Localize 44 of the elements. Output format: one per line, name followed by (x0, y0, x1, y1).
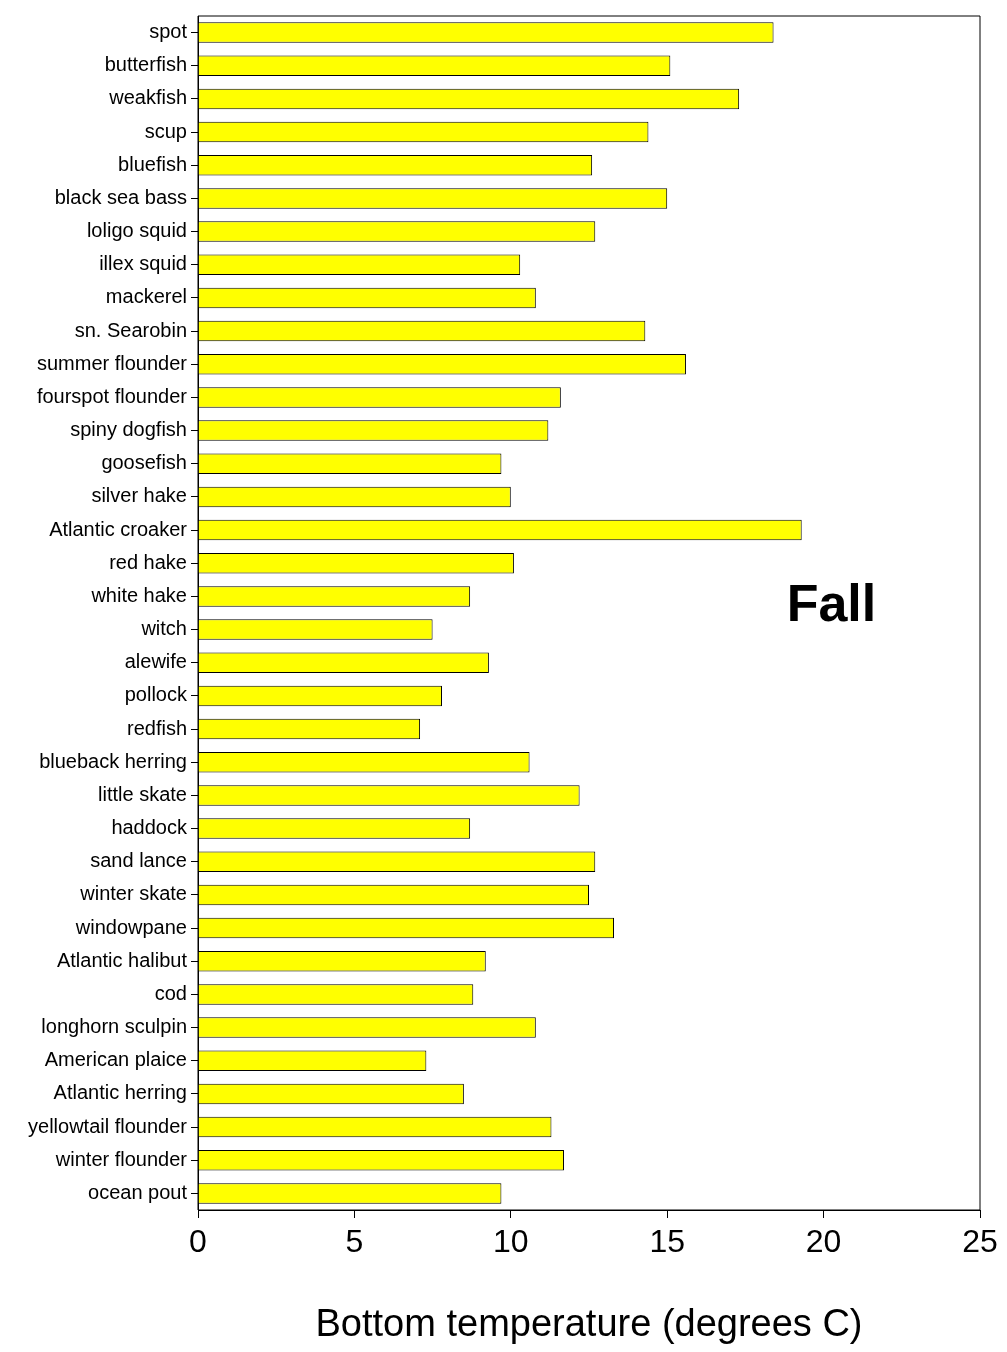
y-tick-label: blueback herring (39, 749, 187, 772)
y-tick-label: redfish (126, 716, 187, 739)
y-tick-label: winter flounder (54, 1147, 188, 1170)
y-tick-label: longhorn sculpin (41, 1015, 187, 1038)
y-tick-label: black sea bass (54, 185, 187, 208)
y-tick-label: spot (149, 20, 188, 43)
annotation: Fall (786, 574, 877, 633)
y-tick-label: haddock (111, 816, 188, 839)
y-tick-label: Atlantic halibut (56, 948, 188, 971)
x-tick-label: 15 (649, 1223, 685, 1260)
y-tick-label: sn. Searobin (74, 318, 187, 341)
y-tick-label: illex squid (99, 252, 187, 275)
y-tick-label: American plaice (44, 1048, 187, 1071)
y-tick-label: witch (140, 617, 187, 640)
y-tick-label: fourspot flounder (36, 384, 188, 407)
y-tick-label: summer flounder (36, 351, 188, 374)
x-tick-label: 5 (345, 1223, 364, 1260)
y-tick-label: weakfish (108, 86, 187, 109)
y-tick-label: silver hake (91, 484, 187, 507)
y-tick-label: windowpane (74, 915, 187, 938)
x-tick-label: 10 (493, 1223, 529, 1260)
y-tick-label: Atlantic croaker (49, 517, 188, 540)
y-tick-label: scup (144, 119, 187, 142)
y-tick-label: winter skate (79, 882, 187, 905)
y-tick-label: ocean pout (88, 1180, 188, 1203)
y-tick-label: little skate (98, 782, 187, 805)
y-tick-label: white hake (90, 583, 187, 606)
y-tick-label: Atlantic herring (53, 1081, 187, 1104)
y-tick-label: pollock (124, 683, 188, 706)
y-tick-label: bluefish (118, 152, 187, 175)
x-axis-title: Bottom temperature (degrees C) (315, 1301, 863, 1344)
y-tick-label: butterfish (104, 53, 187, 76)
y-tick-label: sand lance (90, 849, 187, 872)
x-tick-label: 20 (805, 1223, 842, 1260)
y-tick-label: red hake (109, 550, 187, 573)
y-tick-label: alewife (124, 650, 187, 673)
y-tick-label: mackerel (105, 285, 187, 308)
y-tick-label: cod (154, 981, 187, 1004)
x-tick-label: 25 (962, 1223, 998, 1260)
y-tick-label: yellowtail flounder (28, 1114, 188, 1137)
y-tick-label: spiny dogfish (70, 418, 187, 441)
x-tick-label: 0 (189, 1223, 207, 1260)
y-tick-label: goosefish (101, 451, 187, 474)
y-tick-label: loligo squid (86, 219, 187, 242)
